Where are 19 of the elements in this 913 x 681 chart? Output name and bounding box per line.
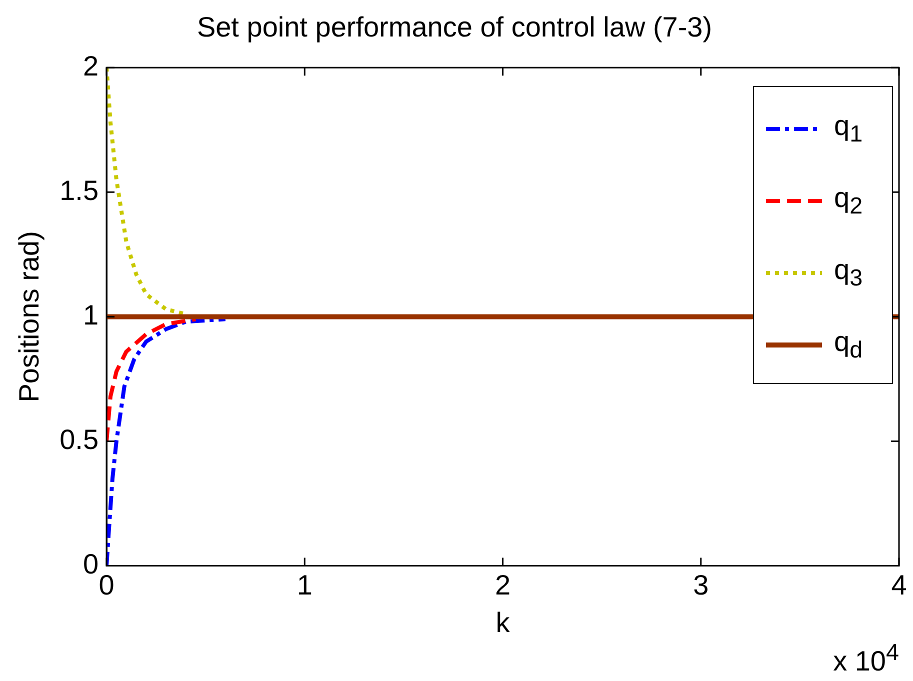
x-axis-title: k <box>496 606 511 638</box>
y-tick-label: 0.5 <box>60 424 99 455</box>
legend-label: q$_{2}$ <box>834 182 864 220</box>
y-tick-label: 2 <box>82 50 99 82</box>
line-series <box>106 317 198 444</box>
y-axis-title: Positions rad) <box>14 231 45 402</box>
x-tick-label: 1 <box>296 569 312 600</box>
legend-label: q$_{1}$ <box>834 110 864 148</box>
text: x 10$^{4}$ <box>833 638 899 677</box>
x-tick-label: 3 <box>693 569 709 600</box>
line-series <box>106 317 228 566</box>
x-tick-label: 2 <box>494 569 511 600</box>
chart-title: Set point performance of control law (7-3) <box>196 12 712 43</box>
x-tick-label: 4 <box>891 569 907 600</box>
y-tick-label: 1.5 <box>60 174 99 206</box>
legend-label: q$_{3}$ <box>834 254 864 292</box>
legend-label: q$_{d}$ <box>834 326 864 364</box>
y-tick-label: 0 <box>82 548 99 580</box>
y-tick-label: 1 <box>82 299 99 330</box>
